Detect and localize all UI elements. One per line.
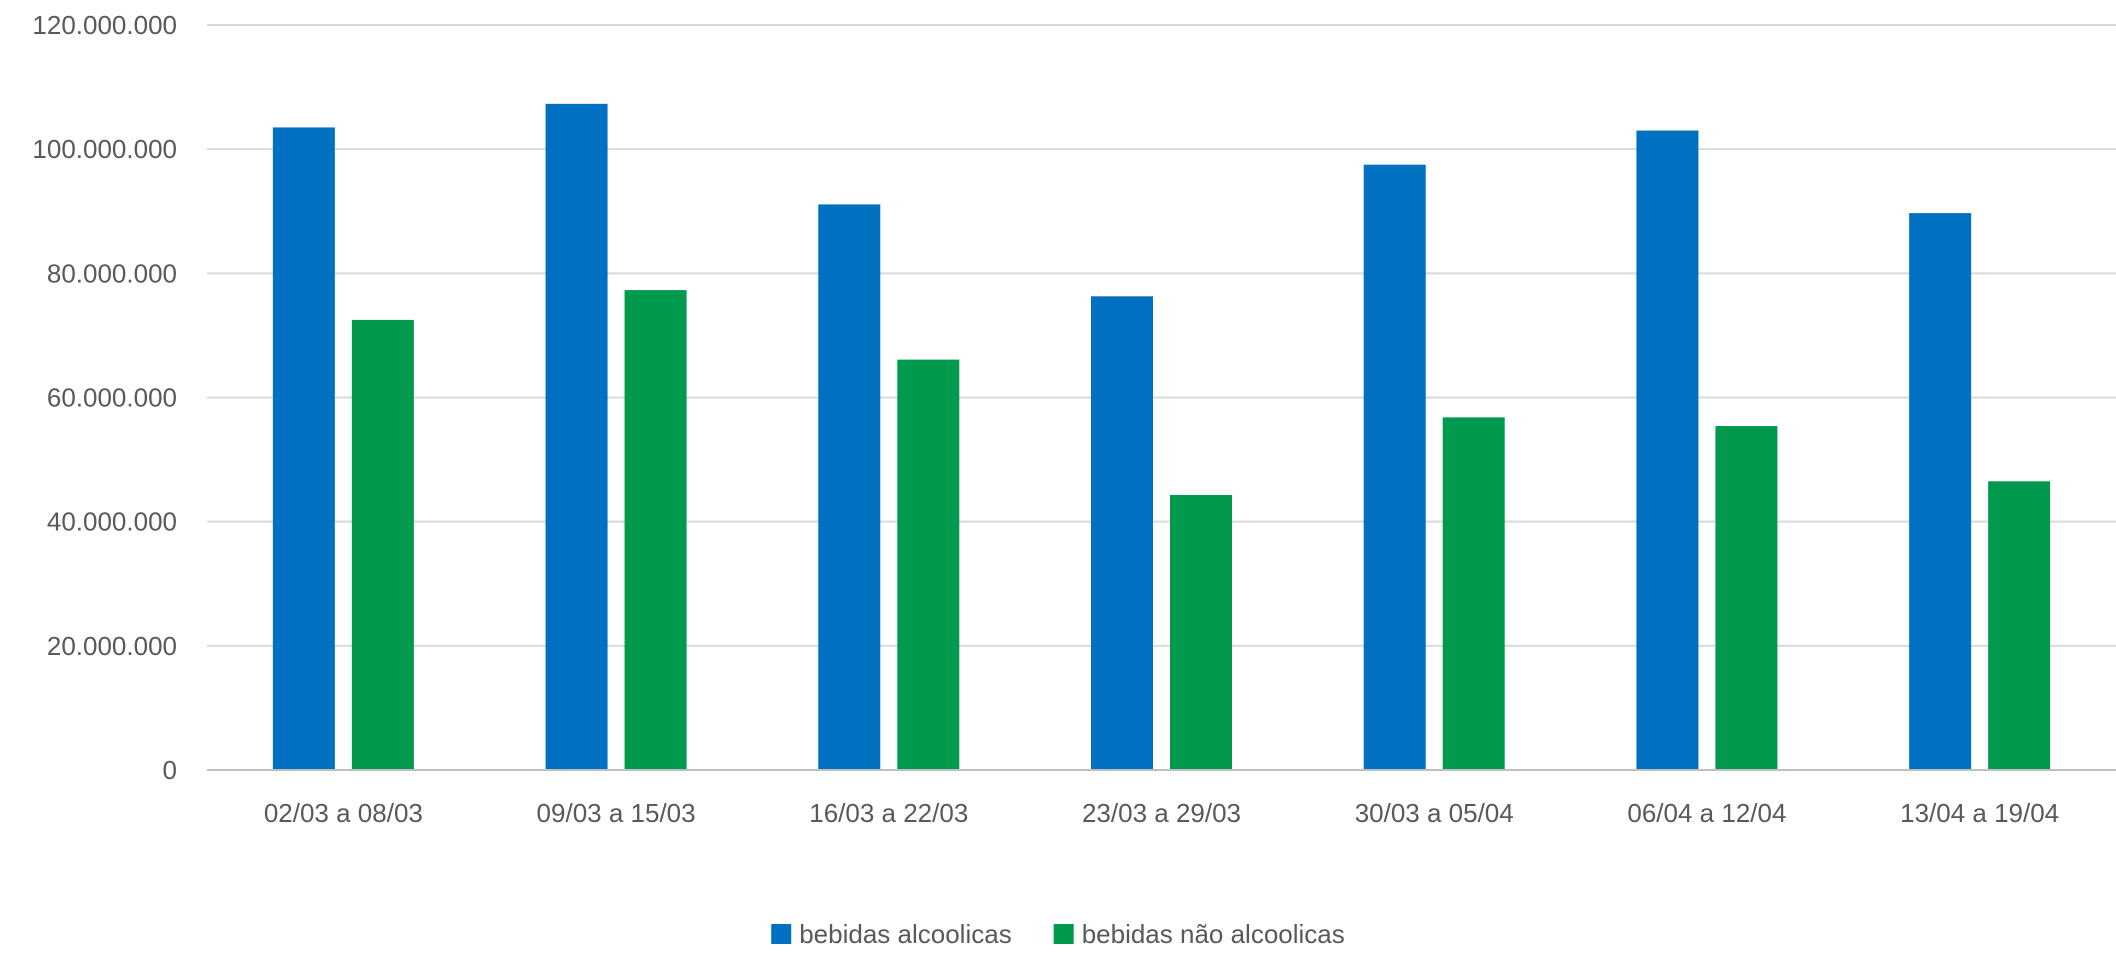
legend-label: bebidas não alcoolicas (1082, 919, 1345, 949)
bar-nao-alcoolicas (1170, 494, 1232, 770)
y-tick-label: 80.000.000 (47, 258, 177, 288)
x-tick-label: 23/03 a 29/03 (1082, 798, 1241, 828)
x-tick-label: 09/03 a 15/03 (537, 798, 696, 828)
legend-label: bebidas alcoolicas (799, 919, 1011, 949)
x-tick-label: 30/03 a 05/04 (1355, 798, 1514, 828)
y-tick-label: 40.000.000 (47, 507, 177, 537)
bar-nao-alcoolicas (1715, 426, 1778, 770)
x-tick-label: 16/03 a 22/03 (809, 798, 968, 828)
y-tick-label: 20.000.000 (47, 631, 177, 661)
x-axis-tick-labels: 02/03 a 08/03 09/03 a 15/03 16/03 a 22/03 2… (264, 798, 2059, 828)
bar-alcoolicas (1091, 296, 1153, 770)
x-tick-label: 13/04 a 19/04 (1900, 798, 2059, 828)
legend: bebidas alcoolicas bebidas não alcoolicas (771, 919, 1345, 949)
y-tick-label: 0 (163, 755, 177, 785)
bar-nao-alcoolicas (1442, 417, 1505, 770)
bar-alcoolicas (1909, 213, 1972, 771)
bar-alcoolicas (272, 127, 335, 770)
y-tick-label: 120.000.000 (32, 10, 177, 40)
bar-alcoolicas (545, 103, 608, 771)
bars (272, 103, 2051, 771)
legend-swatch (1053, 924, 1074, 944)
legend-swatch (771, 924, 792, 944)
bar-nao-alcoolicas (351, 319, 414, 770)
bar-alcoolicas (1636, 130, 1699, 770)
bar-alcoolicas (1363, 164, 1426, 770)
bar-nao-alcoolicas (897, 359, 960, 770)
y-tick-label: 60.000.000 (47, 383, 177, 413)
bar-nao-alcoolicas (624, 290, 687, 770)
x-tick-label: 02/03 a 08/03 (264, 798, 423, 828)
y-axis-tick-labels: 0 20.000.000 40.000.000 60.000.000 80.000.00… (32, 10, 177, 785)
bar-nao-alcoolicas (1988, 481, 2051, 770)
x-tick-label: 06/04 a 12/04 (1627, 798, 1786, 828)
y-tick-label: 100.000.000 (32, 134, 177, 164)
bar-alcoolicas (818, 204, 881, 770)
gridlines (207, 24, 2116, 647)
